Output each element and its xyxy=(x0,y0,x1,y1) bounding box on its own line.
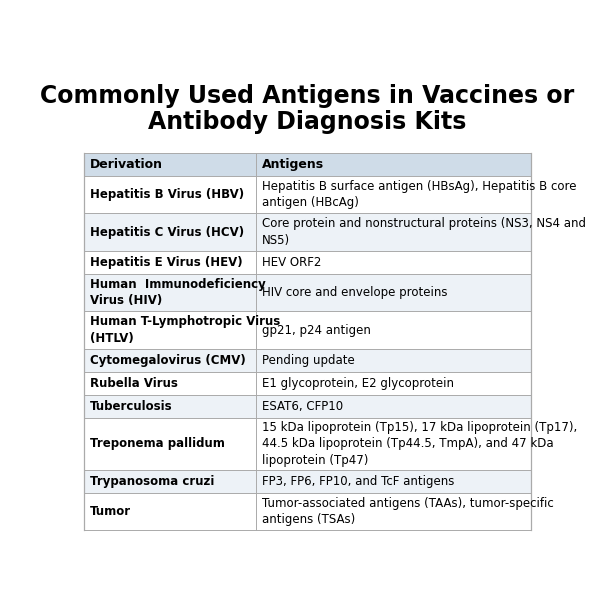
Text: Human  Immunodeficiency
Virus (HIV): Human Immunodeficiency Virus (HIV) xyxy=(90,278,266,307)
Bar xyxy=(84,349,530,372)
Text: Pending update: Pending update xyxy=(262,354,355,367)
Text: Derivation: Derivation xyxy=(90,158,163,171)
Bar xyxy=(84,153,530,176)
Text: HIV core and envelope proteins: HIV core and envelope proteins xyxy=(262,286,447,299)
Bar xyxy=(84,311,530,349)
Bar xyxy=(84,395,530,418)
Text: Hepatitis C Virus (HCV): Hepatitis C Virus (HCV) xyxy=(90,226,244,239)
Text: Antigens: Antigens xyxy=(262,158,324,171)
Bar xyxy=(84,176,530,214)
Text: 15 kDa lipoprotein (Tp15), 17 kDa lipoprotein (Tp17),
44.5 kDa lipoprotein (Tp44: 15 kDa lipoprotein (Tp15), 17 kDa lipopr… xyxy=(262,421,577,467)
Text: Tumor-associated antigens (TAAs), tumor-specific
antigens (TSAs): Tumor-associated antigens (TAAs), tumor-… xyxy=(262,497,553,526)
Text: Hepatitis B surface antigen (HBsAg), Hepatitis B core
antigen (HBcAg): Hepatitis B surface antigen (HBsAg), Hep… xyxy=(262,180,576,209)
Text: Human T-Lymphotropic Virus
(HTLV): Human T-Lymphotropic Virus (HTLV) xyxy=(90,316,280,345)
Text: ESAT6, CFP10: ESAT6, CFP10 xyxy=(262,400,343,413)
Text: HEV ORF2: HEV ORF2 xyxy=(262,256,321,269)
Bar xyxy=(84,214,530,251)
Text: gp21, p24 antigen: gp21, p24 antigen xyxy=(262,323,371,337)
Text: E1 glycoprotein, E2 glycoprotein: E1 glycoprotein, E2 glycoprotein xyxy=(262,377,454,390)
Text: Cytomegalovirus (CMV): Cytomegalovirus (CMV) xyxy=(90,354,245,367)
Text: Treponema pallidum: Treponema pallidum xyxy=(90,437,225,451)
Bar xyxy=(84,493,530,530)
Bar xyxy=(84,470,530,493)
Text: Hepatitis E Virus (HEV): Hepatitis E Virus (HEV) xyxy=(90,256,242,269)
Text: Core protein and nonstructural proteins (NS3, NS4 and
NS5): Core protein and nonstructural proteins … xyxy=(262,217,586,247)
Text: Commonly Used Antigens in Vaccines or: Commonly Used Antigens in Vaccines or xyxy=(40,83,575,107)
Text: Rubella Virus: Rubella Virus xyxy=(90,377,178,390)
Bar xyxy=(84,274,530,311)
Text: Antibody Diagnosis Kits: Antibody Diagnosis Kits xyxy=(148,110,467,134)
Bar xyxy=(84,372,530,395)
Text: Tumor: Tumor xyxy=(90,505,131,518)
Text: Trypanosoma cruzi: Trypanosoma cruzi xyxy=(90,475,214,488)
Text: Hepatitis B Virus (HBV): Hepatitis B Virus (HBV) xyxy=(90,188,244,201)
Bar xyxy=(84,418,530,470)
Bar xyxy=(84,251,530,274)
Text: Tuberculosis: Tuberculosis xyxy=(90,400,173,413)
Text: FP3, FP6, FP10, and TcF antigens: FP3, FP6, FP10, and TcF antigens xyxy=(262,475,454,488)
